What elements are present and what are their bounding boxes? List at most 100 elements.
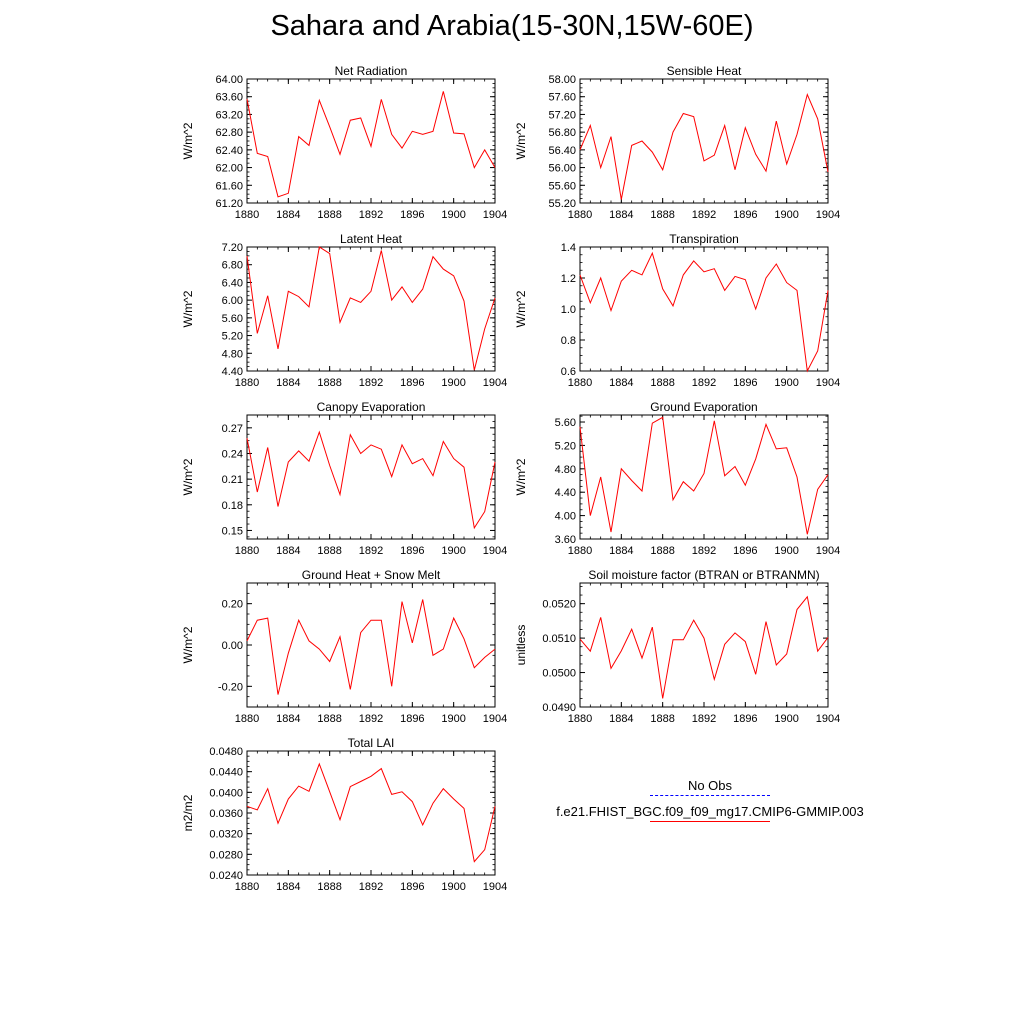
y-tick-label: 0.0480 (209, 746, 243, 758)
y-tick-label: 56.00 (548, 163, 576, 175)
series-line (579, 251, 829, 373)
panel-title: Canopy Evaporation (317, 400, 426, 414)
y-tick-label: 0.21 (222, 474, 243, 486)
legend-model-label: f.e21.FHIST_BGC.f09_f09_mg17.CMIP6-GMMIP… (556, 804, 864, 819)
x-tick-label: 1896 (400, 713, 424, 725)
series-line (579, 92, 829, 200)
x-tick-label: 1900 (441, 713, 465, 725)
y-tick-label: 0.0510 (542, 633, 576, 645)
y-axis-label: W/m^2 (181, 458, 195, 495)
figure-title: Sahara and Arabia(15-30N,15W-60E) (270, 10, 754, 42)
x-tick-label: 1880 (568, 545, 592, 557)
y-tick-label: 58.00 (548, 74, 576, 86)
x-tick-label: 1896 (400, 881, 424, 893)
y-tick-label: 0.0440 (209, 767, 243, 779)
panel-8: Soil moisture factor (BTRAN or BTRANMN) u… (514, 568, 840, 725)
y-tick-label: 1.0 (561, 304, 576, 316)
legend: No Obs f.e21.FHIST_BGC.f09_f09_mg17.CMIP… (520, 778, 900, 822)
x-tick-label: 1884 (276, 713, 300, 725)
x-tick-label: 1888 (317, 713, 341, 725)
y-tick-label: 0.27 (222, 423, 243, 435)
x-tick-label: 1896 (733, 209, 757, 221)
panel-5: Canopy Evaporation W/m^2 0.15 0.18 0.21 0.24 0… (181, 400, 507, 557)
series-line (246, 91, 496, 198)
x-tick-label: 1900 (774, 713, 798, 725)
x-tick-label: 1884 (276, 209, 300, 221)
x-tick-label: 1892 (692, 209, 716, 221)
x-tick-label: 1884 (609, 545, 633, 557)
series-line (246, 762, 496, 863)
y-tick-label: 4.40 (555, 487, 576, 499)
x-tick-label: 1892 (359, 713, 383, 725)
panel-title: Transpiration (669, 232, 739, 246)
y-tick-label: 57.20 (548, 109, 576, 121)
y-tick-label: 6.80 (222, 260, 243, 272)
y-tick-label: 0.6 (561, 366, 576, 378)
y-tick-label: 0.24 (222, 448, 243, 460)
y-axis-label: W/m^2 (514, 122, 528, 159)
x-tick-label: 1884 (276, 545, 300, 557)
y-tick-label: 0.0360 (209, 808, 243, 820)
x-tick-label: 1880 (568, 713, 592, 725)
x-tick-label: 1888 (650, 545, 674, 557)
y-tick-label: 5.20 (555, 440, 576, 452)
y-tick-label: 0.8 (561, 335, 576, 347)
y-tick-label: 4.00 (555, 511, 576, 523)
plot-frame (246, 582, 496, 708)
series-line (246, 430, 496, 530)
y-tick-label: 62.00 (215, 163, 243, 175)
y-axis-label: W/m^2 (514, 458, 528, 495)
y-tick-label: 7.20 (222, 242, 243, 254)
y-tick-label: 61.20 (215, 198, 243, 210)
y-tick-label: 3.60 (555, 534, 576, 546)
panel-7: Ground Heat + Snow Melt W/m^2 -0.20 0.00 0.2… (181, 568, 507, 725)
x-tick-label: 1880 (235, 881, 259, 893)
x-tick-label: 1900 (441, 881, 465, 893)
x-tick-label: 1904 (483, 377, 507, 389)
y-tick-label: 5.60 (222, 313, 243, 325)
x-tick-label: 1884 (609, 713, 633, 725)
panel-title: Net Radiation (335, 64, 408, 78)
y-tick-label: 6.00 (222, 295, 243, 307)
panel-title: Total LAI (348, 736, 395, 750)
x-tick-label: 1880 (568, 377, 592, 389)
y-tick-label: 4.80 (555, 464, 576, 476)
panel-6: Ground Evaporation W/m^2 3.60 4.00 4.40 4.80 5… (514, 400, 840, 557)
plot-frame (246, 414, 496, 540)
panel-9: Total LAI m2/m2 0.0240 0.0280 0.0320 0.0360 0.… (181, 736, 507, 893)
x-tick-label: 1904 (816, 209, 840, 221)
x-tick-label: 1904 (483, 209, 507, 221)
x-tick-label: 1884 (276, 377, 300, 389)
x-tick-label: 1896 (733, 377, 757, 389)
y-tick-label: 0.0280 (209, 849, 243, 861)
x-tick-label: 1884 (276, 881, 300, 893)
y-tick-label: 0.0490 (542, 702, 576, 714)
x-tick-label: 1904 (483, 881, 507, 893)
x-tick-label: 1884 (609, 209, 633, 221)
x-tick-label: 1904 (816, 545, 840, 557)
y-tick-label: 62.80 (215, 127, 243, 139)
y-tick-label: 1.2 (561, 273, 576, 285)
y-tick-label: 57.60 (548, 92, 576, 104)
x-tick-label: 1880 (235, 713, 259, 725)
y-tick-label: 56.40 (548, 145, 576, 157)
x-tick-label: 1892 (359, 545, 383, 557)
legend-obs-line (650, 795, 770, 796)
y-axis-label: W/m^2 (181, 122, 195, 159)
x-tick-label: 1900 (774, 209, 798, 221)
y-tick-label: 4.80 (222, 348, 243, 360)
x-tick-label: 1896 (400, 209, 424, 221)
y-axis-label: W/m^2 (181, 626, 195, 663)
panel-1: Net Radiation W/m^2 61.20 61.60 62.00 62.40 62… (181, 64, 507, 221)
x-tick-label: 1888 (317, 881, 341, 893)
x-tick-label: 1888 (650, 377, 674, 389)
x-tick-label: 1888 (317, 545, 341, 557)
panel-4: Transpiration W/m^2 0.6 0.8 1.0 1.2 1.4 1880 188… (514, 232, 840, 389)
x-tick-label: 1892 (692, 377, 716, 389)
y-tick-label: 0.0320 (209, 829, 243, 841)
legend-model-entry: f.e21.FHIST_BGC.f09_f09_mg17.CMIP6-GMMIP… (520, 804, 900, 822)
y-tick-label: 0.15 (222, 525, 243, 537)
x-tick-label: 1888 (317, 377, 341, 389)
x-tick-label: 1888 (317, 209, 341, 221)
